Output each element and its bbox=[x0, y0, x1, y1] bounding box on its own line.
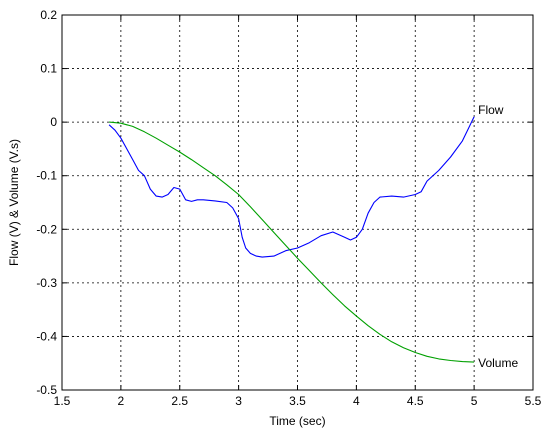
flow-line bbox=[108, 116, 475, 258]
volume-line bbox=[109, 121, 475, 363]
grid-lines bbox=[62, 15, 533, 390]
y-axis-label: Flow (V) & Volume (V.s) bbox=[7, 139, 21, 266]
flow-label: Flow bbox=[478, 103, 504, 117]
series-labels: Flow Volume bbox=[478, 103, 518, 370]
x-tick-label: 5.5 bbox=[525, 394, 542, 408]
x-tick-label: 3.5 bbox=[289, 394, 306, 408]
x-tick-label: 4 bbox=[353, 394, 360, 408]
series-lines bbox=[108, 116, 475, 363]
y-tick-label: -0.5 bbox=[36, 383, 57, 397]
x-tick-label: 3 bbox=[235, 394, 242, 408]
x-tick-label: 2 bbox=[118, 394, 125, 408]
y-tick-label: -0.4 bbox=[36, 329, 57, 343]
x-tick-label: 4.5 bbox=[407, 394, 424, 408]
y-tick-label: 0.1 bbox=[40, 62, 57, 76]
x-axis-label: Time (sec) bbox=[269, 414, 325, 428]
y-tick-label: 0 bbox=[50, 115, 57, 129]
x-tick-label: 2.5 bbox=[171, 394, 188, 408]
y-tick-label: -0.1 bbox=[36, 169, 57, 183]
x-tick-label: 5 bbox=[471, 394, 478, 408]
volume-label: Volume bbox=[478, 356, 518, 370]
y-tick-label: -0.2 bbox=[36, 222, 57, 236]
y-tick-label: 0.2 bbox=[40, 8, 57, 22]
tick-marks bbox=[61, 14, 534, 391]
y-tick-label: -0.3 bbox=[36, 276, 57, 290]
x-tick-label: 1.5 bbox=[54, 394, 71, 408]
